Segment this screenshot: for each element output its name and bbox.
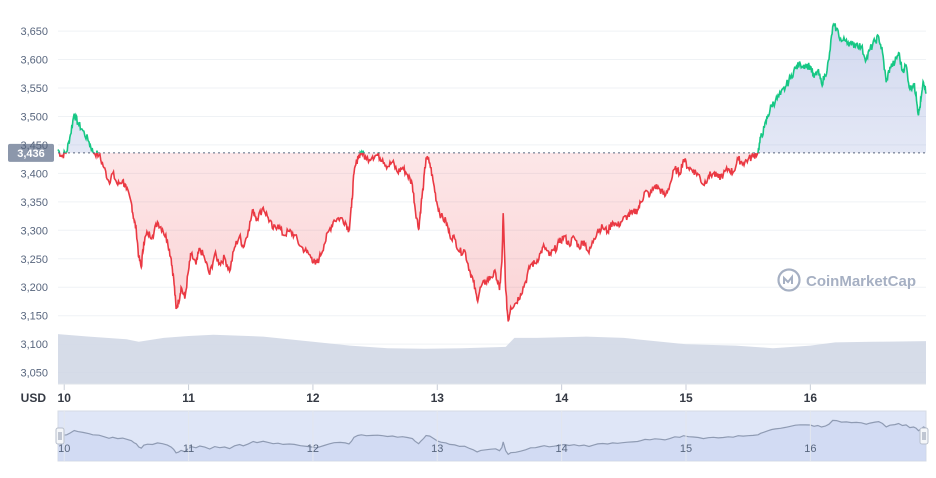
navigator-tick-label: 10: [58, 443, 70, 455]
y-tick-label: 3,400: [20, 168, 48, 180]
navigator-line: [57, 419, 927, 456]
y-tick-label: 3,350: [20, 197, 48, 209]
x-tick-label: 13: [431, 391, 445, 405]
watermark-text: CoinMarketCap: [806, 273, 916, 290]
x-tick-label: 11: [182, 391, 195, 405]
y-tick-label: 3,050: [20, 368, 48, 380]
navigator-tick-label: 16: [804, 443, 816, 455]
y-axis-unit-label: USD: [21, 391, 47, 405]
reference-price-badge: [8, 143, 54, 162]
reference-price-label: 3,436: [17, 148, 45, 160]
y-tick-label: 3,150: [20, 311, 48, 323]
y-tick-label: 3,200: [20, 282, 48, 294]
price-area-above: [58, 24, 926, 153]
navigator-tick-label: 13: [431, 443, 443, 455]
range-navigator[interactable]: 10 11 12 13 14 15 16: [55, 410, 929, 462]
y-tick-label: 3,650: [20, 26, 48, 38]
navigator-right-handle[interactable]: [919, 427, 929, 445]
navigator-area: [58, 420, 926, 461]
navigator-tick-label: 15: [680, 443, 692, 455]
x-tick-label: 10: [58, 391, 72, 405]
watermark: CoinMarketCap: [777, 268, 916, 292]
navigator-tick-label: 14: [556, 443, 568, 455]
y-tick-label: 3,600: [20, 55, 48, 67]
y-tick-label: 3,450: [20, 140, 48, 152]
x-tick-label: 15: [679, 391, 693, 405]
x-tick-label: 12: [306, 391, 320, 405]
navigator-tick-label: 11: [183, 443, 194, 455]
price-line-above: [57, 22, 927, 153]
navigator-tick-label: 12: [307, 443, 319, 455]
price-area-below: [59, 152, 758, 322]
y-tick-label: 3,250: [20, 254, 48, 266]
navigator-left-handle[interactable]: [55, 427, 65, 445]
y-tick-label: 3,300: [20, 225, 48, 237]
volume-area: [58, 334, 926, 384]
x-tick-label: 16: [804, 391, 818, 405]
price-line-below: [58, 152, 759, 322]
y-tick-label: 3,550: [20, 83, 48, 95]
coinmarketcap-logo-icon: [777, 268, 801, 292]
y-tick-label: 3,100: [20, 339, 48, 351]
x-tick-label: 14: [555, 391, 569, 405]
y-tick-label: 3,500: [20, 111, 48, 123]
